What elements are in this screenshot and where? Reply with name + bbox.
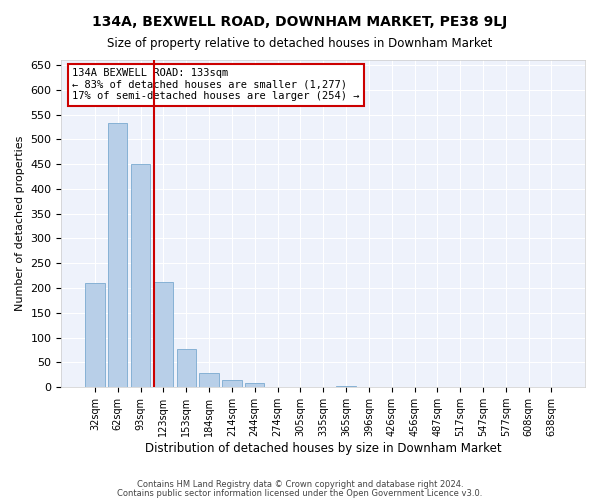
Bar [199, 374, 219, 387]
Text: Contains public sector information licensed under the Open Government Licence v3: Contains public sector information licen… [118, 488, 482, 498]
Bar [85, 283, 104, 387]
Bar [108, 123, 127, 387]
Text: 134A BEXWELL ROAD: 133sqm
← 83% of detached houses are smaller (1,277)
17% of se: 134A BEXWELL ROAD: 133sqm ← 83% of detac… [72, 68, 359, 102]
Bar [176, 348, 196, 387]
Text: Size of property relative to detached houses in Downham Market: Size of property relative to detached ho… [107, 38, 493, 51]
Bar [337, 386, 356, 387]
Bar [154, 282, 173, 387]
Text: Contains HM Land Registry data © Crown copyright and database right 2024.: Contains HM Land Registry data © Crown c… [137, 480, 463, 489]
X-axis label: Distribution of detached houses by size in Downham Market: Distribution of detached houses by size … [145, 442, 502, 455]
Text: 134A, BEXWELL ROAD, DOWNHAM MARKET, PE38 9LJ: 134A, BEXWELL ROAD, DOWNHAM MARKET, PE38… [92, 15, 508, 29]
Y-axis label: Number of detached properties: Number of detached properties [15, 136, 25, 312]
Bar [222, 380, 242, 387]
Bar [245, 384, 265, 387]
Bar [131, 164, 150, 387]
